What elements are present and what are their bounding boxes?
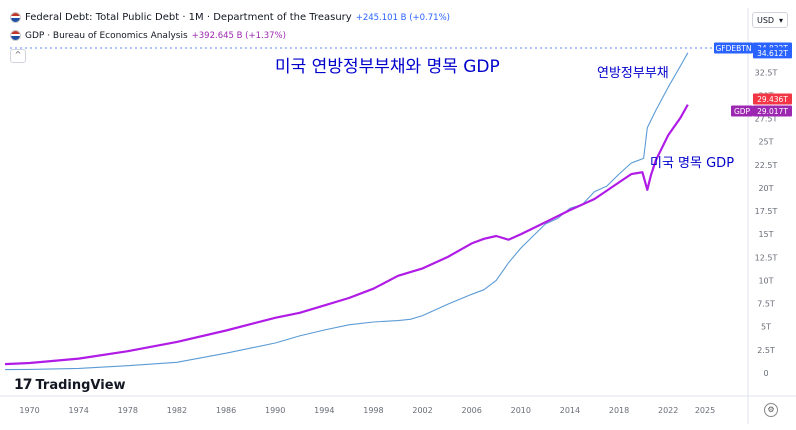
legend-debt-name: Federal Debt: Total Public Debt · 1M · D… — [25, 12, 352, 23]
price-tag-gdp-last: 29.017T — [753, 105, 792, 117]
x-tick-label: 2022 — [658, 406, 678, 415]
legend-gdp-change: +392.645 B (+1.37%) — [191, 30, 286, 41]
price-tag-bg — [714, 42, 753, 54]
us-flag-icon — [10, 30, 21, 41]
price-tag-text: GFDEBTN — [716, 44, 752, 53]
y-tick-label: 27.5T — [755, 115, 778, 124]
y-tick-label: 2.5T — [757, 346, 775, 355]
x-tick-label: 2025 — [695, 406, 715, 415]
currency-selector[interactable]: USD ▾ — [752, 12, 788, 28]
grid-lines — [0, 8, 796, 424]
annotation-title: 미국 연방정부부채와 명목 GDP — [275, 57, 500, 77]
price-tag-text: 34.612T — [757, 49, 788, 58]
x-tick-label: 1974 — [69, 406, 89, 415]
x-axis: 1970 1974 1978 1982 1986 1990 1994 1998 2002 2006… — [19, 406, 715, 415]
annotation-gdp: 미국 명목 GDP — [650, 156, 735, 171]
y-tick-label: 17.5T — [755, 207, 778, 216]
annotation-debt: 연방정부부채 — [597, 66, 669, 81]
legend-gdp-name: GDP · Bureau of Economics Analysis — [25, 30, 188, 41]
price-tag-bg — [753, 93, 792, 105]
price-tag-text: GDP — [734, 107, 751, 116]
price-tag-bg — [753, 105, 792, 117]
price-tag-gdp-aux: 29.436T — [753, 93, 792, 105]
x-tick-label: 1994 — [314, 406, 334, 415]
y-tick-label: 20T — [758, 184, 773, 193]
x-tick-label: 2014 — [560, 406, 580, 415]
price-tag-text: 29.017T — [757, 107, 788, 116]
x-tick-label: 2010 — [511, 406, 531, 415]
series-line-gdp — [4, 104, 689, 366]
legend-debt-change: +245.101 B (+0.71%) — [355, 12, 450, 23]
price-tag-debt-name: GFDEBTN — [714, 42, 753, 54]
x-tick-label: 1998 — [363, 406, 383, 415]
x-tick-label: 2006 — [461, 406, 481, 415]
price-tag-gdp-name: GDP — [731, 105, 753, 117]
y-tick-label: 5T — [761, 323, 771, 332]
x-tick-label: 1978 — [118, 406, 138, 415]
y-tick-label: 12.5T — [755, 253, 778, 262]
legend-debt[interactable]: Federal Debt: Total Public Debt · 1M · D… — [10, 12, 450, 23]
series-line-gfdebtn — [4, 52, 689, 371]
x-tick-label: 1982 — [167, 406, 187, 415]
x-tick-label: 1970 — [19, 406, 39, 415]
x-tick-label: 2018 — [609, 406, 629, 415]
price-tag-text: 29.436T — [757, 95, 788, 104]
x-tick-label: 1990 — [265, 406, 285, 415]
currency-label: USD — [757, 15, 775, 25]
price-tag-debt-last: 34.612T — [753, 47, 792, 59]
tradingview-icon: 17 — [14, 377, 33, 393]
legend-gdp[interactable]: GDP · Bureau of Economics Analysis +392.… — [10, 30, 286, 41]
tradingview-logo[interactable]: 17 TradingView — [14, 377, 126, 393]
price-tag-bg — [731, 105, 753, 117]
y-tick-label: 22.5T — [755, 161, 778, 170]
y-tick-label: 25T — [758, 138, 773, 147]
y-tick-label: 0 — [763, 369, 768, 378]
x-tick-label: 2002 — [412, 406, 432, 415]
chevron-down-icon: ▾ — [778, 15, 783, 25]
y-tick-label: 15T — [758, 230, 773, 239]
y-tick-label: 10T — [758, 276, 773, 285]
tradingview-name: TradingView — [35, 377, 126, 393]
series-layer — [4, 52, 689, 371]
y-tick-label: 7.5T — [757, 300, 775, 309]
y-tick-label: 32.5T — [755, 68, 778, 77]
collapse-legend-button[interactable]: ^ — [10, 49, 26, 63]
gear-icon[interactable]: ⚙ — [764, 403, 778, 417]
x-tick-label: 1986 — [216, 406, 236, 415]
us-flag-icon — [10, 12, 21, 23]
price-tag-bg — [753, 47, 792, 59]
